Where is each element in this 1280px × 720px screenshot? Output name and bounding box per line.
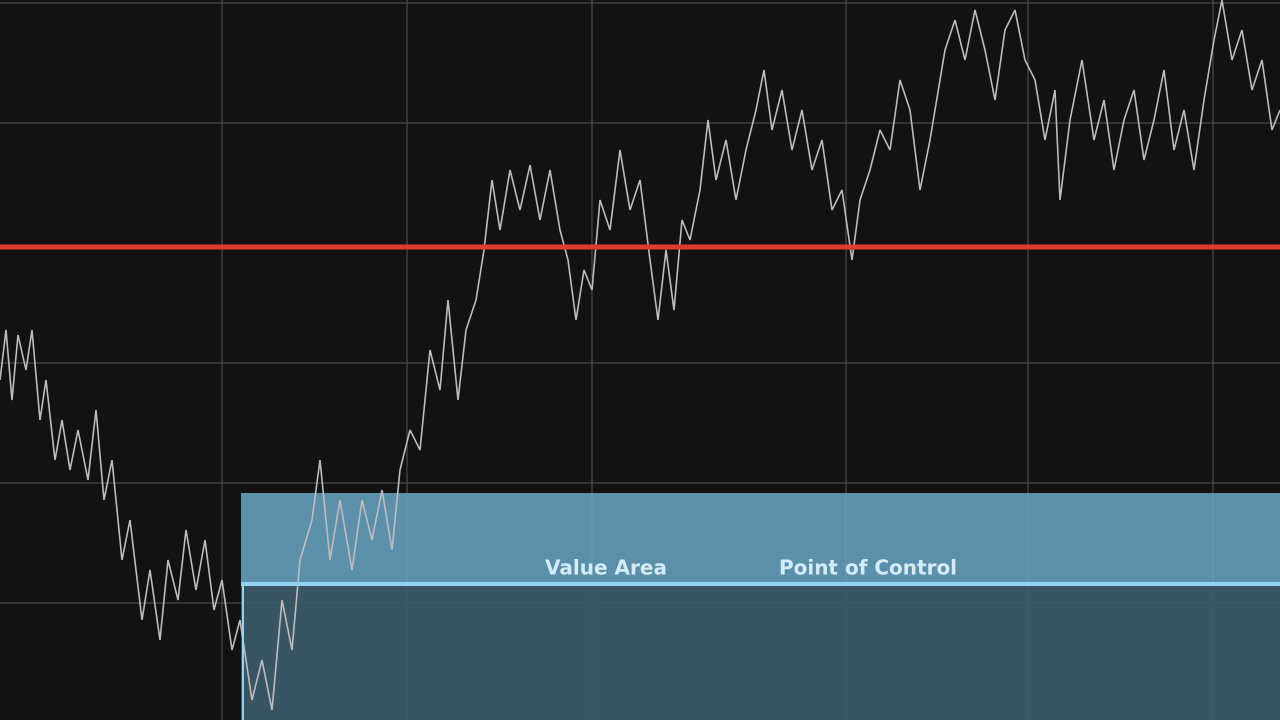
value-area-upper — [241, 493, 1280, 585]
point-of-control-label: Point of Control — [779, 556, 957, 580]
value-area-label: Value Area — [545, 556, 667, 580]
value-area-lower — [241, 585, 1280, 720]
